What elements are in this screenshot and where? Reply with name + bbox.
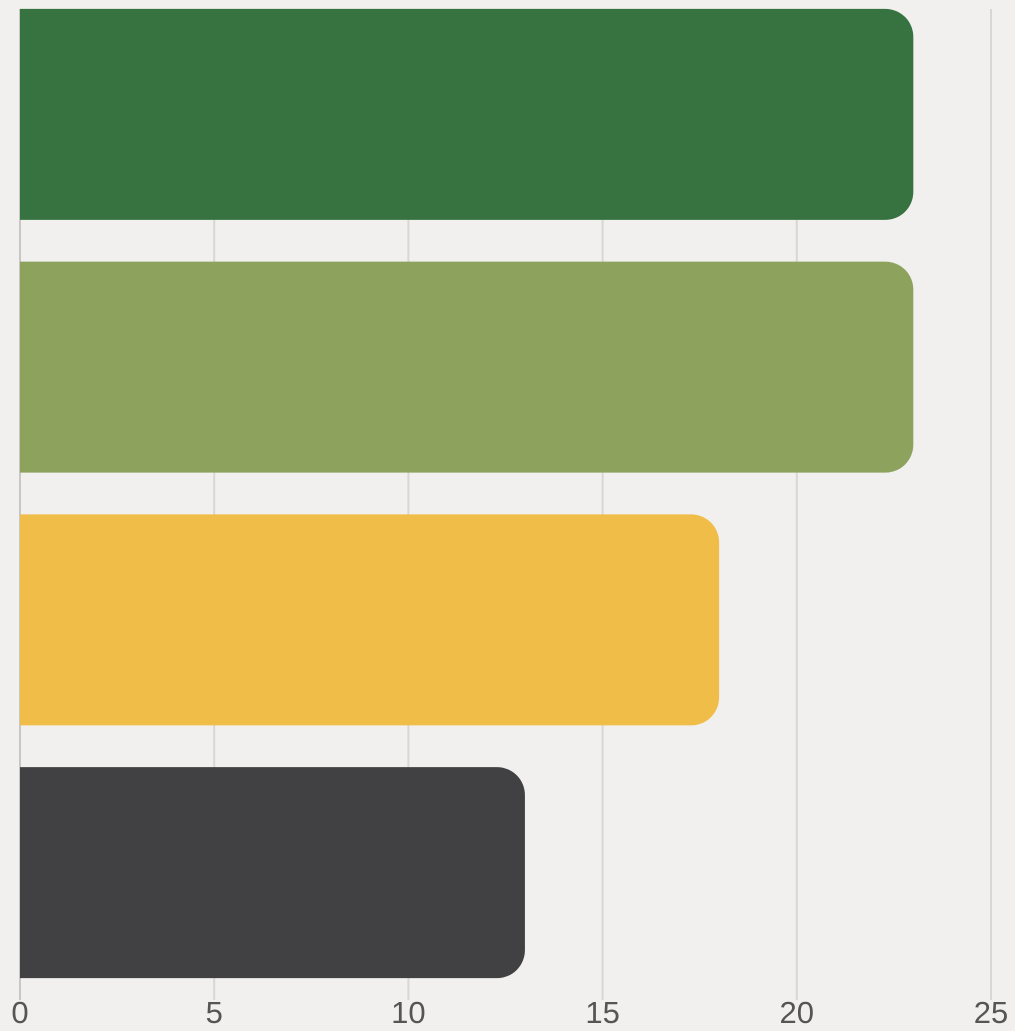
bar xyxy=(20,514,720,726)
x-tick-label: 20 xyxy=(780,995,814,1030)
bar xyxy=(20,8,914,220)
bar xyxy=(20,767,525,979)
x-tick-label: 15 xyxy=(585,995,619,1030)
x-tick-label: 0 xyxy=(11,995,28,1030)
x-tick-label: 5 xyxy=(206,995,223,1030)
x-tick-label: 25 xyxy=(974,995,1008,1030)
bar xyxy=(20,261,914,473)
x-tick-label: 10 xyxy=(391,995,425,1030)
